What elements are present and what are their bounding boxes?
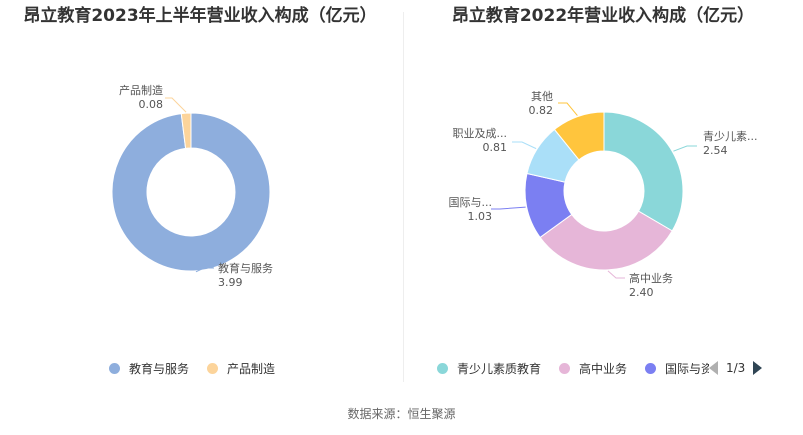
label-leader-line <box>491 206 526 210</box>
legend-2022: 青少儿素质教育 高中业务 国际与资 <box>437 359 737 377</box>
slice-value-label: 3.99 <box>218 276 243 289</box>
label-leader-line <box>673 145 697 152</box>
legend-swatch <box>207 362 219 374</box>
legend-item[interactable]: 教育与服务 <box>109 360 189 377</box>
slice-category-label: 高中业务 <box>629 271 673 285</box>
legend-page-indicator: 1/3 <box>726 361 746 375</box>
chart-title-2022: 昂立教育2022年营业收入构成（亿元） <box>451 6 755 26</box>
legend-label: 高中业务 <box>579 361 628 376</box>
slice-category-label: 产品制造 <box>119 83 163 97</box>
slice-category-label: 职业及成... <box>453 127 508 140</box>
label-leader-line <box>558 102 578 116</box>
legend-item[interactable]: 国际与资 <box>645 360 713 377</box>
legend-swatch <box>437 362 448 374</box>
slice-value-label: 2.40 <box>629 286 654 299</box>
legend-label: 教育与服务 <box>129 361 190 376</box>
label-leader-line <box>195 267 214 273</box>
slice-category-label: 青少儿素... <box>703 130 758 143</box>
legend-next-arrow-icon[interactable] <box>753 361 763 375</box>
label-leader-line <box>165 97 187 113</box>
legend-prev-arrow-icon[interactable] <box>709 361 718 375</box>
legend-label: 国际与资 <box>665 361 714 376</box>
label-leader-line <box>607 270 625 279</box>
slice-value-label: 0.81 <box>483 141 508 154</box>
slice-category-label: 教育与服务 <box>218 261 273 275</box>
donut-slice[interactable] <box>539 210 673 271</box>
slice-category-label: 其他 <box>531 90 553 103</box>
legend-item[interactable]: 高中业务 <box>559 360 627 377</box>
legend-2023h1: 教育与服务 产品制造 <box>109 359 293 377</box>
legend-item[interactable]: 青少儿素质教育 <box>437 360 541 377</box>
donut-slice[interactable] <box>603 111 684 232</box>
chart-panel-2022: 昂立教育2022年营业收入构成（亿元） 青少儿素... 2.54 高中业务 2.40 国… <box>403 0 803 395</box>
chart-title-2023h1: 昂立教育2023年上半年营业收入构成（亿元） <box>23 6 377 26</box>
slice-category-label: 国际与... <box>449 196 493 209</box>
legend-swatch <box>645 362 657 374</box>
slice-value-label: 1.03 <box>468 210 493 223</box>
legend-pager: 1/3 <box>709 358 784 378</box>
legend-label: 产品制造 <box>227 361 276 376</box>
data-source: 数据来源：恒生聚源 <box>347 407 456 421</box>
legend-label: 青少儿素质教育 <box>457 361 542 376</box>
slice-value-label: 0.08 <box>139 98 164 111</box>
panel-divider <box>403 12 404 382</box>
donut-slice[interactable] <box>111 112 271 272</box>
donut-slice[interactable] <box>180 112 192 149</box>
legend-item[interactable]: 产品制造 <box>207 360 275 377</box>
label-leader-line <box>512 141 537 150</box>
donut-slice[interactable] <box>553 111 605 161</box>
legend-swatch <box>109 362 120 374</box>
chart-panel-2023h1: 昂立教育2023年上半年营业收入构成（亿元） 教育与服务 3.99 产品制造 0.08… <box>0 0 400 395</box>
legend-swatch <box>559 362 571 374</box>
slice-value-label: 0.82 <box>529 104 554 117</box>
slice-value-label: 2.54 <box>703 144 728 157</box>
